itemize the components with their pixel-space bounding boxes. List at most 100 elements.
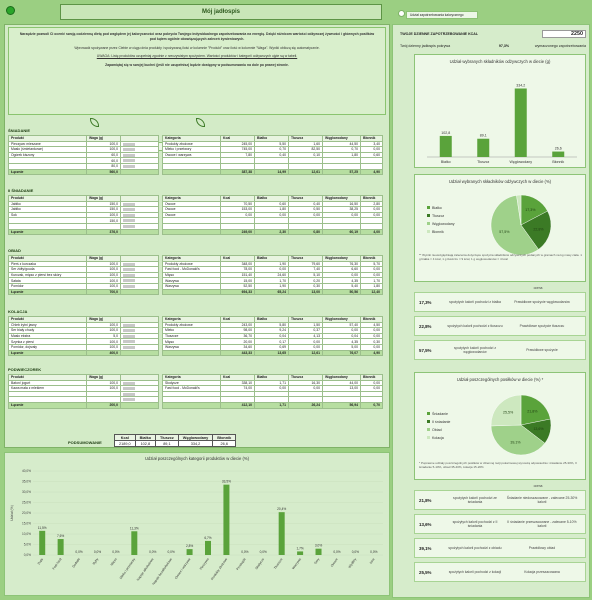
- weight-bar-fill: [123, 208, 135, 212]
- stat-description: spożytych kalorii pochodzi z II śniadani…: [452, 520, 498, 528]
- legend-swatch: [427, 206, 430, 209]
- x-tick-label: Fast food: [52, 557, 63, 570]
- bar-data-label: 102,8: [441, 131, 450, 135]
- stat-description: spożytych kalorii pochodzi z białka: [449, 300, 501, 304]
- bar-data-label: 1,7%: [296, 546, 303, 550]
- stat-row: 17,3% spożytych kalorii pochodzi z białka…: [414, 292, 586, 312]
- weight-bar-fill: [123, 323, 135, 327]
- bar: [205, 540, 211, 555]
- weight-bar-fill: [123, 392, 135, 396]
- meal-title: PODWIECZOREK: [8, 367, 42, 372]
- bar: [439, 135, 452, 157]
- weight-bar-fill: [123, 387, 135, 391]
- x-tick-label: Produkty zbożowe: [210, 557, 228, 581]
- pie-slice: [520, 394, 551, 426]
- legend-label: II śniadanie: [432, 420, 450, 424]
- nutrient-cell: 1,70: [360, 277, 383, 284]
- total-blank: [120, 168, 159, 176]
- nutrient-cell: 0,00: [360, 332, 383, 340]
- total-category: [162, 228, 221, 236]
- summary-table: Kcal Białko Tłuszcz Węglowodany Błonnik …: [114, 434, 237, 447]
- stat-percent: 21,8%: [419, 497, 432, 503]
- table-row: Kawa mała z mlekiem 100,0: [8, 385, 159, 392]
- total-nutrient: 60,19: [322, 228, 361, 236]
- page-title: Mój jadłospis: [60, 4, 382, 20]
- category-chart-card: Udział poszczególnych kategorii produktó…: [4, 452, 390, 596]
- total-blank: [120, 228, 159, 236]
- y-tick-label: 40,0%: [22, 469, 31, 473]
- weight-bar-fill: [123, 279, 135, 283]
- total-nutrient: 26,24: [288, 402, 323, 409]
- intro-paragraph-3: UWAGA: Listę produktów uzupełniaj zgodni…: [96, 54, 298, 59]
- x-tick-label: Tłuszcz: [477, 160, 489, 164]
- total-weight: 400,0: [86, 349, 121, 357]
- coverage-suffix: wymaczonego zapotrzebowania: [534, 44, 586, 48]
- stat-description: spożytych kalorii pochodzi z tłuszczu: [447, 324, 503, 328]
- table-row: [162, 390, 383, 398]
- meal-nutrient-table: Kategoria Kcal Białko Tłuszcz Węglowodany Bło…: [162, 195, 383, 236]
- total-nutrient: 412,10: [220, 402, 255, 409]
- table-row: Pierś z kurczaka 100,0: [8, 260, 159, 268]
- meal-product-table: Produkt Waga (g) Chleb żytni jasny 100,0 Ser…: [8, 316, 159, 357]
- slice-data-label: 39,1%: [510, 440, 521, 444]
- weight-bar: [120, 385, 159, 392]
- bar-data-label: 89,1: [480, 134, 487, 138]
- bar-data-label: 0,0%: [333, 550, 340, 554]
- coverage-row: Twój dzienny jadłospis pokrywa 97,3% wym…: [400, 42, 586, 50]
- bar-data-label: 2,8%: [186, 544, 193, 548]
- legend-label: Kolacja: [432, 436, 444, 440]
- weight-bar: [120, 277, 159, 284]
- bar-data-label: 7,6%: [57, 534, 64, 538]
- bar: [186, 549, 193, 555]
- weight-bar: [120, 379, 159, 387]
- table-row: Warzywa 15,00 1,70 0,20 4,35 1,70: [162, 277, 383, 284]
- stat-assessment: Śniadanie niedoszacowane - zalecane 25-3…: [506, 496, 578, 504]
- intro-paragraph-1: Narzędzie pozwoli Ci ocenić swoją codzie…: [19, 32, 375, 42]
- col-header: [120, 255, 159, 262]
- table-row: Fast food - McDonald's 78,00 0,00 7,40 6,60 0…: [162, 266, 383, 273]
- bar-data-label: 0,0%: [112, 550, 119, 554]
- weight-bar: [120, 266, 159, 273]
- meal-product-table: Produkt Waga (g) Baton/ jogurt 100,0 Kawa ma…: [8, 374, 159, 409]
- kcal-value[interactable]: 2250: [542, 30, 586, 38]
- table-row: Szynka z piersi 100,0: [8, 338, 159, 345]
- total-nutrient: 2,30: [254, 228, 289, 236]
- total-nutrient: 12,61: [288, 349, 323, 357]
- x-tick-label: Zupy: [37, 557, 45, 565]
- weight-bar: [120, 344, 159, 351]
- bar-data-label: 0,0%: [75, 550, 82, 554]
- total-blank: [120, 402, 159, 409]
- table-row: [162, 396, 383, 403]
- table-row: Pomidor, dojrzały 100,0: [8, 344, 159, 351]
- meal-pie-chart: 21,8% 13,6% 39,1% 25,5% Śniadanie II śniadani…: [427, 394, 552, 456]
- total-nutrient: 443,33: [220, 349, 255, 357]
- total-nutrient: 56,94: [322, 402, 361, 409]
- table-row: Pomidor 100,0: [8, 283, 159, 290]
- legend-label: Błonnik: [432, 230, 444, 234]
- slice-data-label: 13,6%: [533, 427, 544, 431]
- col-header: [120, 316, 159, 323]
- total-nutrient: 4,00: [360, 228, 383, 236]
- pie-slice: [520, 210, 552, 250]
- nutrient-bar-chart: 102,8 Białko 89,1 Tłuszcz 334,2 Węglowodany 26…: [427, 83, 577, 164]
- meal-nutrient-table: Kategoria Kcal Białko Tłuszcz Węglowodany Bło…: [162, 255, 383, 296]
- col-header: [120, 374, 159, 381]
- weight-bar-fill: [123, 224, 135, 228]
- stat-description: spożytych kalorii pochodzi z obiadu: [448, 546, 502, 550]
- y-tick-label: 30,0%: [22, 490, 31, 494]
- weight-bar-fill: [123, 164, 135, 168]
- total-nutrient: 65,24: [254, 288, 289, 296]
- col-header: Błonnik: [360, 316, 383, 323]
- total-category: [162, 168, 221, 176]
- col-header: Błonnik: [360, 374, 383, 381]
- weight-bar: [120, 260, 159, 268]
- legend-label: Tłuszcz: [432, 214, 444, 218]
- meal-product-table: Produkt Waga (g) Pierś z kurczaka 100,0 Ser …: [8, 255, 159, 296]
- x-tick-label: Owoce i warzywa: [174, 557, 192, 580]
- bar-data-label: 0,0%: [149, 550, 156, 554]
- stats-header: ocena: [533, 286, 543, 290]
- meal-nutrient-table: Kategoria Kcal Białko Tłuszcz Węglowodany Bło…: [162, 316, 383, 357]
- stat-description: spożytych kalorii pochodzi z węglowodanó…: [453, 346, 497, 354]
- nutrient-pie-card: Udział wybranych składników odżywczych w…: [414, 174, 586, 282]
- x-tick-label: Przekąski: [235, 557, 246, 571]
